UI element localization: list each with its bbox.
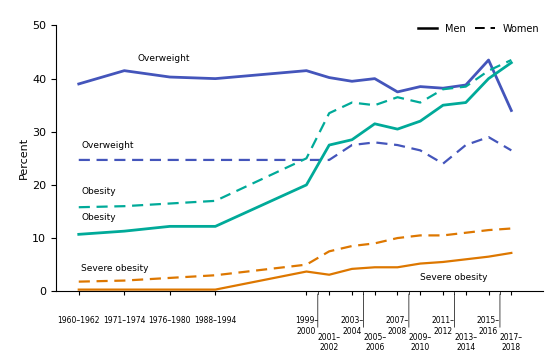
Text: Overweight: Overweight [81,141,133,150]
Text: 2015–
2016: 2015– 2016 [477,316,500,336]
Text: Obesity: Obesity [81,213,116,222]
Y-axis label: Percent: Percent [20,137,29,179]
Text: 2001–
2002: 2001– 2002 [318,333,340,352]
Text: 1976–1980: 1976–1980 [148,316,191,325]
Text: Obesity: Obesity [81,186,116,195]
Text: 1960–1962: 1960–1962 [58,316,100,325]
Text: 2003–
2004: 2003– 2004 [340,316,363,336]
Text: 1988–1994: 1988–1994 [194,316,236,325]
Text: Severe obesity: Severe obesity [81,264,148,273]
Text: 2011–
2012: 2011– 2012 [432,316,455,336]
Text: 2005–
2006: 2005– 2006 [363,333,386,352]
Text: 1999–
2000: 1999– 2000 [295,316,318,336]
Text: Overweight: Overweight [138,54,190,63]
Text: 1971–1974: 1971–1974 [103,316,146,325]
Text: 2013–
2014: 2013– 2014 [454,333,477,352]
Text: 2009–
2010: 2009– 2010 [409,333,432,352]
Legend: Men, Women: Men, Women [414,20,543,37]
Text: 2007–
2008: 2007– 2008 [386,316,409,336]
Text: 2017–
2018: 2017– 2018 [500,333,523,352]
Text: Severe obesity: Severe obesity [420,273,488,282]
